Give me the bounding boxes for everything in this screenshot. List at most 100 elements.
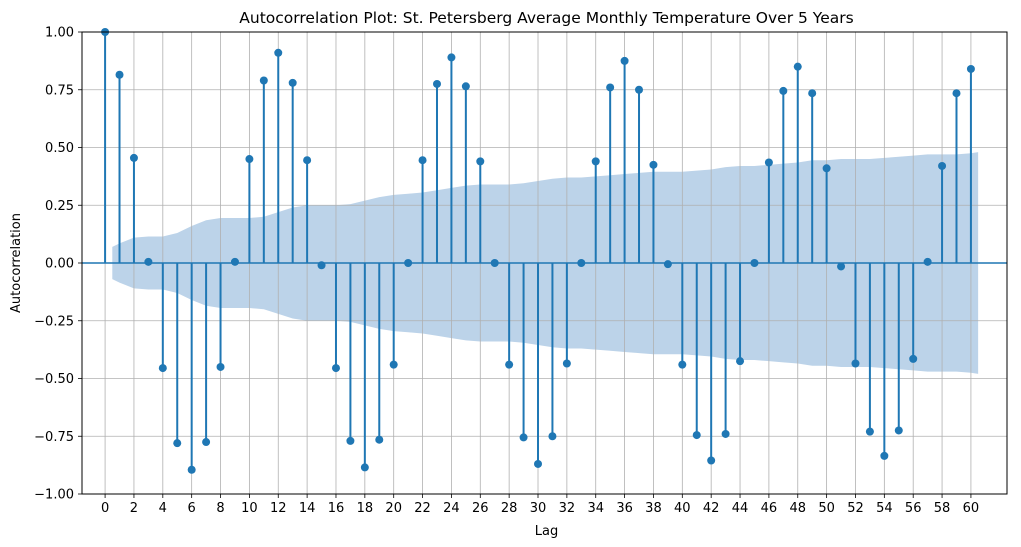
acf-point [808,89,817,98]
acf-point [707,456,716,465]
acf-point [923,257,932,266]
acf-point [764,158,773,167]
acf-point [505,360,514,369]
x-axis-title: Lag [535,524,558,539]
acf-point [158,364,167,373]
y-tick-label: −0.75 [34,430,74,445]
acf-point [822,164,831,173]
acf-point [418,156,427,165]
acf-point [303,156,312,165]
x-tick-label: 26 [472,501,489,516]
acf-point [317,261,326,270]
x-tick-label: 24 [443,501,460,516]
x-tick-label: 4 [159,501,167,516]
acf-point [851,359,860,368]
acf-point [259,76,268,85]
acf-point [779,86,788,95]
acf-point [447,53,456,62]
acf-point [894,426,903,435]
y-tick-label: −0.50 [34,372,74,387]
acf-point [288,78,297,87]
x-axis-ticks: 0 2 4 6 8 10 12 14 16 18 20 22 24 26 28 30 32 34 36 38 40 42 4… [101,494,979,516]
acf-point [721,429,730,438]
acf-point [534,459,543,468]
acf-point [389,360,398,369]
acf-point [736,357,745,366]
acf-point [635,85,644,94]
x-tick-label: 34 [587,501,604,516]
x-tick-label: 32 [559,501,576,516]
x-tick-label: 36 [616,501,633,516]
x-tick-label: 44 [732,501,749,516]
stem-layer [104,32,972,470]
x-tick-label: 18 [357,501,374,516]
acf-point [606,83,615,92]
acf-point [490,259,499,267]
acf-point [461,82,470,91]
acf-point [216,362,225,371]
x-tick-label: 12 [270,501,287,516]
x-tick-label: 58 [934,501,951,516]
x-tick-label: 60 [963,501,980,516]
acf-point [187,465,196,474]
acf-point [245,155,254,164]
acf-point [562,359,571,368]
acf-point [202,438,211,447]
acf-point [692,431,701,440]
acf-point [129,153,138,162]
acf-point [476,157,485,166]
acf-point [144,257,153,266]
acf-point [952,89,961,98]
x-tick-label: 22 [414,501,431,516]
x-tick-label: 56 [905,501,922,516]
acf-point [837,262,846,271]
acf-point [360,463,369,472]
chart-title: Autocorrelation Plot: St. Petersberg Ave… [239,9,853,27]
acf-point [865,427,874,436]
x-tick-label: 28 [501,501,518,516]
plot-area [81,28,1008,495]
x-tick-label: 2 [130,501,138,516]
acf-point [577,259,586,267]
x-tick-label: 6 [188,501,196,516]
acf-point [548,432,557,441]
acf-point [620,56,629,65]
acf-point [966,64,975,73]
acf-point [346,436,355,445]
x-tick-label: 54 [876,501,893,516]
x-tick-label: 30 [530,501,547,516]
marker-layer [101,28,975,474]
acf-point [663,260,672,269]
x-tick-label: 10 [241,501,258,516]
x-tick-label: 16 [328,501,345,516]
x-tick-label: 20 [385,501,402,516]
y-axis-ticks: −1.00 −0.75 −0.50 −0.25 0.00 0.25 0.50 0.75 1.00 [34,26,82,503]
x-tick-label: 38 [645,501,662,516]
y-tick-label: 0.00 [45,257,74,272]
x-tick-label: 14 [299,501,316,516]
x-tick-label: 48 [789,501,806,516]
acf-point [173,439,182,448]
acf-point [432,79,441,88]
x-tick-label: 0 [101,501,109,516]
x-tick-label: 52 [847,501,864,516]
y-axis-title: Autocorrelation [9,213,24,313]
y-tick-label: 0.25 [45,199,74,214]
acf-point [880,451,889,460]
y-tick-label: 0.50 [45,141,74,156]
acf-point [375,435,384,444]
x-tick-label: 42 [703,501,720,516]
acf-point [750,259,759,267]
x-tick-label: 50 [818,501,835,516]
x-tick-label: 8 [216,501,224,516]
acf-point [909,354,918,363]
acf-point [793,62,802,71]
y-tick-label: 1.00 [45,26,74,41]
acf-point [678,360,687,369]
acf-point [591,157,600,166]
acf-point [649,160,658,169]
acf-point [230,257,239,266]
y-tick-label: −1.00 [34,488,74,503]
y-tick-label: 0.75 [45,83,74,98]
